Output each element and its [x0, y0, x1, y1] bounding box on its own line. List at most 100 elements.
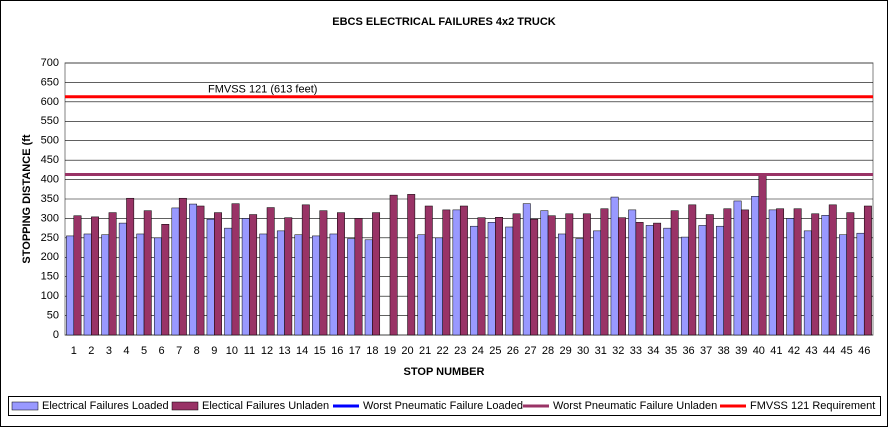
bar: [108, 212, 117, 336]
x-tick-label: 13: [278, 345, 290, 357]
bar: [171, 207, 180, 336]
bar: [319, 210, 328, 336]
bar: [786, 218, 795, 336]
x-tick-label: 40: [753, 345, 765, 357]
x-tick-label: 44: [823, 345, 835, 357]
bar: [66, 235, 75, 336]
x-tick-label: 38: [718, 345, 730, 357]
bar: [653, 222, 662, 336]
bar: [284, 217, 293, 336]
bar: [565, 213, 574, 336]
x-tick-label: 30: [577, 345, 589, 357]
legend-swatch: [171, 401, 199, 411]
x-tick-label: 10: [226, 345, 238, 357]
legend-label: Worst Pneumatic Failure Unladen: [553, 400, 717, 412]
x-tick-label: 5: [141, 345, 147, 357]
bar: [741, 209, 749, 336]
y-tick-label: 200: [41, 251, 59, 263]
legend-label: Electical Failures Unladen: [202, 400, 329, 412]
x-tick-label: 4: [123, 345, 129, 357]
x-tick-label: 36: [682, 345, 694, 357]
bar: [776, 208, 785, 336]
bar: [575, 238, 584, 336]
bar: [670, 210, 679, 336]
bar: [337, 212, 345, 336]
x-tick-label: 3: [106, 345, 112, 357]
y-tick-label: 700: [41, 57, 59, 69]
bar: [846, 212, 855, 336]
y-axis-label: STOPPING DISTANCE (ft: [21, 134, 33, 263]
bar: [705, 214, 714, 336]
bar: [196, 205, 205, 336]
y-tick-label: 300: [41, 212, 59, 224]
bar: [530, 218, 539, 336]
bar: [241, 218, 250, 336]
bar: [793, 208, 802, 336]
x-tick-label: 16: [331, 345, 343, 357]
y-tick-label: 100: [41, 290, 59, 302]
x-tick-label: 20: [401, 345, 413, 357]
bar: [505, 226, 514, 336]
x-tick-label: 29: [559, 345, 571, 357]
bar: [189, 203, 197, 336]
bar: [347, 238, 356, 336]
bar: [470, 225, 479, 336]
bar: [828, 204, 837, 336]
x-tick-label: 42: [788, 345, 800, 357]
legend: [8, 396, 881, 416]
bar: [540, 210, 549, 336]
bar: [452, 209, 461, 336]
x-tick-label: 32: [612, 345, 624, 357]
x-tick-label: 15: [314, 345, 326, 357]
bar: [91, 216, 99, 336]
bar: [153, 237, 162, 336]
bar: [751, 196, 760, 336]
bar: [126, 197, 135, 336]
bar: [329, 233, 338, 336]
bar: [610, 196, 619, 336]
bar: [477, 217, 486, 336]
bar: [723, 208, 732, 336]
bar: [856, 232, 865, 336]
x-tick-label: 41: [770, 345, 782, 357]
y-tick-label: 350: [41, 193, 59, 205]
chart-title: EBCS ELECTRICAL FAILURES 4x2 TRUCK: [332, 16, 556, 28]
x-tick-label: 9: [211, 345, 217, 357]
x-tick-label: 22: [437, 345, 449, 357]
bar: [839, 234, 847, 336]
bar: [83, 233, 92, 336]
bar: [803, 230, 812, 336]
bar: [758, 174, 767, 336]
bar: [354, 218, 363, 336]
x-tick-label: 23: [454, 345, 466, 357]
bar: [512, 213, 521, 336]
bar: [224, 227, 233, 336]
bar: [733, 200, 742, 336]
x-tick-label: 7: [176, 345, 182, 357]
y-tick-label: 650: [41, 76, 59, 88]
bar: [143, 210, 152, 336]
x-tick-label: 26: [507, 345, 519, 357]
x-tick-label: 28: [542, 345, 554, 357]
bar: [266, 207, 275, 336]
bar: [259, 233, 268, 336]
bar: [495, 217, 503, 336]
bar: [618, 217, 626, 336]
bar: [136, 233, 145, 336]
bar: [161, 224, 170, 336]
bar: [101, 234, 110, 336]
x-tick-label: 45: [841, 345, 853, 357]
x-tick-label: 35: [665, 345, 677, 357]
x-tick-label: 14: [296, 345, 308, 357]
y-tick-label: 50: [47, 309, 59, 321]
bar: [628, 209, 637, 336]
bar: [688, 204, 697, 336]
bar: [863, 205, 872, 336]
bar: [178, 197, 187, 336]
bar: [663, 227, 672, 336]
bar: [459, 205, 468, 336]
legend-swatch: [11, 401, 39, 411]
x-tick-label: 46: [858, 345, 870, 357]
bar: [407, 194, 416, 336]
x-tick-label: 33: [630, 345, 642, 357]
